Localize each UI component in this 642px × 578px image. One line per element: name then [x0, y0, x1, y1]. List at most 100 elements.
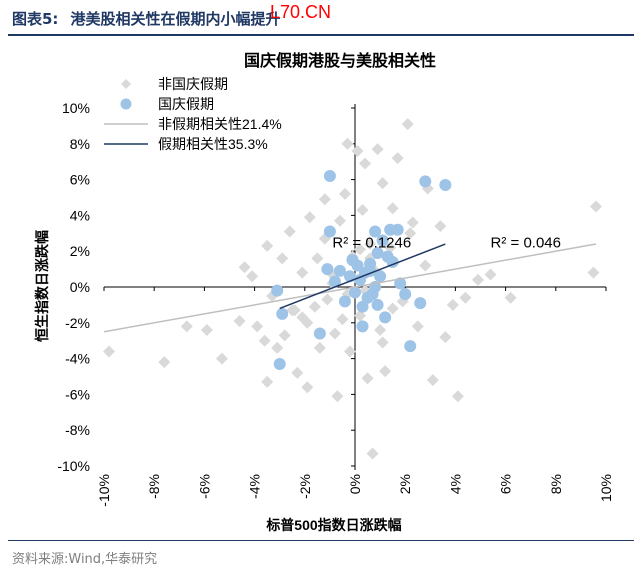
x-tick-label: 0% — [347, 474, 363, 494]
scatter-point-holiday — [419, 175, 432, 188]
scatter-point-non-holiday — [233, 315, 246, 328]
scatter-point-holiday — [439, 178, 452, 191]
scatter-point-holiday — [323, 225, 336, 238]
scatter-point-non-holiday — [303, 211, 316, 224]
legend-label: 国庆假期 — [158, 96, 214, 112]
scatter-chart: 国庆假期港股与美股相关性 恒生指数日涨跌幅 标普500指数日涨跌幅 -10% -8… — [34, 51, 614, 533]
scatter-point-non-holiday — [318, 193, 331, 206]
scatter-point-non-holiday — [180, 320, 193, 333]
footer-rule — [8, 540, 634, 541]
scatter-point-non-holiday — [311, 252, 324, 265]
scatter-point-holiday — [379, 311, 392, 324]
scatter-point-non-holiday — [308, 300, 321, 313]
legend-label: 非国庆假期 — [158, 76, 228, 92]
chart-title: 国庆假期港股与美股相关性 — [244, 51, 436, 70]
y-tick-label: 6% — [70, 172, 90, 188]
scatter-point-non-holiday — [406, 216, 419, 229]
scatter-point-non-holiday — [376, 177, 389, 190]
scatter-point-non-holiday — [401, 118, 414, 131]
scatter-point-holiday — [414, 297, 427, 310]
scatter-point-non-holiday — [379, 365, 392, 378]
scatter-point-holiday — [338, 295, 351, 308]
scatter-point-non-holiday — [364, 238, 377, 251]
scatter-point-non-holiday — [391, 152, 404, 165]
scatter-point-holiday — [346, 254, 359, 267]
scatter-point-holiday — [323, 170, 336, 183]
legend-diamond-icon — [121, 79, 131, 89]
scatter-point-non-holiday — [215, 352, 228, 365]
y-tick-label: -4% — [65, 351, 90, 367]
scatter-point-non-holiday — [371, 143, 384, 156]
scatter-point-non-holiday — [411, 320, 424, 333]
scatter-point-non-holiday — [343, 345, 356, 358]
y-tick-label: 2% — [70, 243, 90, 259]
legend-circle-icon — [120, 98, 132, 110]
scatter-point-holiday — [369, 225, 382, 238]
scatter-point-non-holiday — [451, 390, 464, 403]
scatter-point-non-holiday — [374, 323, 387, 336]
scatter-point-non-holiday — [333, 214, 346, 227]
scatter-point-non-holiday — [283, 225, 296, 238]
scatter-point-non-holiday — [278, 329, 291, 342]
legend-label: 假期相关性35.3% — [158, 136, 268, 152]
x-tick-label: -4% — [247, 474, 263, 499]
watermark: L70.CN — [270, 2, 332, 22]
scatter-point-holiday — [404, 340, 417, 353]
header-rule — [8, 34, 634, 36]
scatter-point-non-holiday — [276, 252, 289, 265]
scatter-point-non-holiday — [471, 273, 484, 286]
scatter-point-non-holiday — [434, 220, 447, 233]
scatter-point-non-holiday — [313, 341, 326, 354]
figure-label: 图表5: — [12, 10, 59, 28]
scatter-point-non-holiday — [459, 291, 472, 304]
x-tick-label: -6% — [196, 474, 212, 499]
scatter-point-non-holiday — [426, 374, 439, 387]
scatter-point-holiday — [271, 284, 284, 297]
scatter-point-non-holiday — [484, 268, 497, 281]
scatter-point-holiday — [371, 298, 384, 311]
plot-area: -10% -8% -6% -4% -2% 0% 2% 4% 6% 8% 10% 10% 8% 6% 4% 2%… — [57, 76, 614, 507]
y-tick-label: 4% — [70, 207, 90, 223]
scatter-point-holiday — [399, 288, 412, 301]
x-tick-label: 6% — [498, 474, 514, 494]
legend-label: 非假期相关性21.4% — [158, 116, 282, 132]
y-axis-label: 恒生指数日涨跌幅 — [34, 230, 50, 342]
scatter-point-non-holiday — [351, 144, 364, 157]
scatter-point-holiday — [371, 246, 384, 259]
x-tick-label: -10% — [96, 474, 112, 507]
scatter-point-non-holiday — [359, 157, 372, 170]
scatter-point-non-holiday — [291, 366, 304, 379]
scatter-point-non-holiday — [103, 345, 116, 358]
scatter-point-holiday — [321, 263, 334, 276]
scatter-point-non-holiday — [361, 372, 374, 385]
x-tick-label: 2% — [397, 474, 413, 494]
scatter-point-non-holiday — [404, 227, 417, 240]
scatter-point-holiday — [349, 286, 361, 299]
scatter-point-non-holiday — [238, 261, 251, 274]
scatter-point-non-holiday — [386, 202, 399, 215]
scatter-point-holiday — [313, 327, 326, 340]
y-tick-label: -10% — [57, 458, 90, 474]
scatter-point-holiday — [356, 320, 369, 333]
scatter-point-holiday — [374, 270, 387, 283]
x-tick-label: 10% — [598, 474, 614, 502]
scatter-point-non-holiday — [286, 304, 299, 317]
scatter-point-holiday — [333, 264, 346, 277]
scatter-point-non-holiday — [338, 187, 351, 200]
scatter-point-non-holiday — [301, 381, 314, 394]
figure-header: 图表5: 港美股相关性在假期内小幅提升 — [12, 8, 280, 29]
scatter-point-holiday — [356, 300, 369, 313]
scatter-point-holiday — [394, 277, 407, 290]
scatter-point-holiday — [384, 223, 397, 236]
scatter-point-non-holiday — [589, 200, 602, 213]
scatter-point-non-holiday — [446, 298, 459, 311]
scatter-point-non-holiday — [331, 390, 344, 403]
x-tick-label: -2% — [297, 474, 313, 499]
scatter-point-non-holiday — [246, 270, 259, 283]
x-axis-label: 标普500指数日涨跌幅 — [265, 517, 401, 533]
x-tick-label: 4% — [447, 474, 463, 494]
scatter-point-holiday — [273, 357, 286, 370]
scatter-point-non-holiday — [261, 239, 274, 252]
scatter-point-non-holiday — [251, 320, 264, 333]
scatter-point-non-holiday — [386, 302, 399, 315]
